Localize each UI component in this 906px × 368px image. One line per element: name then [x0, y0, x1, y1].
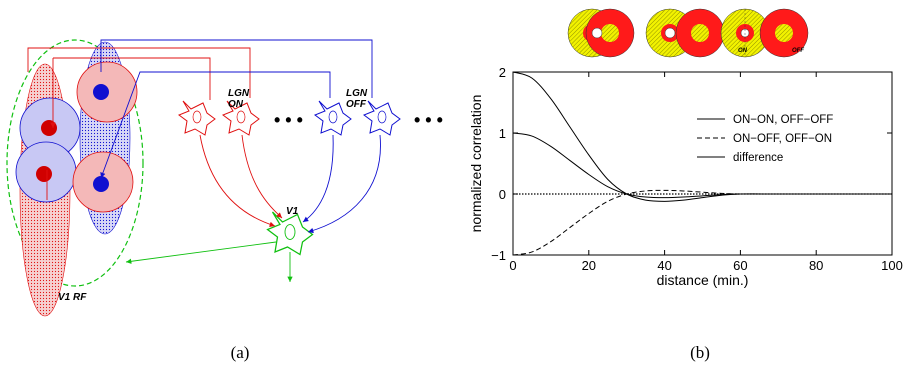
x-tick-label: 0 — [509, 258, 516, 273]
y-tick-label: 0 — [499, 187, 506, 202]
series-line-1 — [512, 132, 892, 199]
x-tick-label: 60 — [733, 258, 747, 273]
v1-label: V1 — [286, 206, 299, 217]
y-tick-label: 1 — [499, 126, 506, 141]
ellipsis-2: • • • — [414, 110, 443, 130]
legend-label-3: difference — [733, 152, 783, 164]
v1-neuron — [266, 211, 314, 256]
x-ticks: 0 20 40 60 80 100 — [509, 72, 903, 273]
y-tick-label: −1 — [491, 248, 506, 263]
v1-rf-label: V1 RF — [58, 292, 87, 303]
lgn-on-neuron-1 — [178, 100, 216, 136]
on-connections — [27, 47, 283, 227]
lgn-off-neuron-1 — [314, 100, 352, 136]
rf-pair-icon-2 — [645, 8, 725, 58]
legend-label-1: ON−ON, OFF−OFF — [733, 114, 833, 126]
series-line-3 — [512, 71, 892, 202]
plot-frame — [512, 71, 893, 256]
lgn-off-label: LGN — [346, 88, 368, 99]
panel-a: LGN ON LGN OFF V1 V1 RF • • • • • • (a) — [6, 39, 443, 362]
legend-label-2: ON−OFF, OFF−ON — [733, 133, 832, 145]
series-lines — [512, 71, 892, 256]
x-tick-label: 80 — [809, 258, 823, 273]
y-tick-label: 2 — [499, 65, 506, 80]
lgn-on-sublabel: ON — [228, 99, 244, 110]
lgn-off-sublabel: OFF — [346, 99, 367, 110]
icon-off-label: OFF — [792, 48, 804, 54]
legend: ON−ON, OFF−OFF ON−OFF, OFF−ON difference — [697, 114, 833, 164]
v1-rf-outline — [6, 39, 144, 287]
y-axis-label: normalized correlation — [468, 95, 484, 233]
caption-b: (b) — [690, 343, 710, 362]
x-tick-label: 100 — [881, 258, 903, 273]
lgn-off-neuron-2 — [363, 100, 401, 136]
y-ticks: −1 0 1 2 — [491, 65, 892, 263]
icon-on-label: ON — [738, 48, 748, 54]
rf-pair-icon-1 — [567, 8, 635, 58]
lgn-rf-circles — [15, 61, 138, 213]
v1-outputs — [125, 241, 293, 282]
x-tick-label: 40 — [657, 258, 671, 273]
x-axis-label: distance (min.) — [657, 272, 749, 288]
rf-pair-icon-3: ON OFF — [720, 8, 809, 58]
lgn-on-label: LGN — [228, 88, 250, 99]
lgn-on-neuron-2 — [222, 100, 260, 136]
ellipsis-1: • • • — [274, 110, 303, 130]
x-tick-label: 20 — [582, 258, 596, 273]
caption-a: (a) — [231, 343, 250, 362]
series-line-2 — [512, 189, 892, 256]
off-connections — [100, 39, 381, 234]
